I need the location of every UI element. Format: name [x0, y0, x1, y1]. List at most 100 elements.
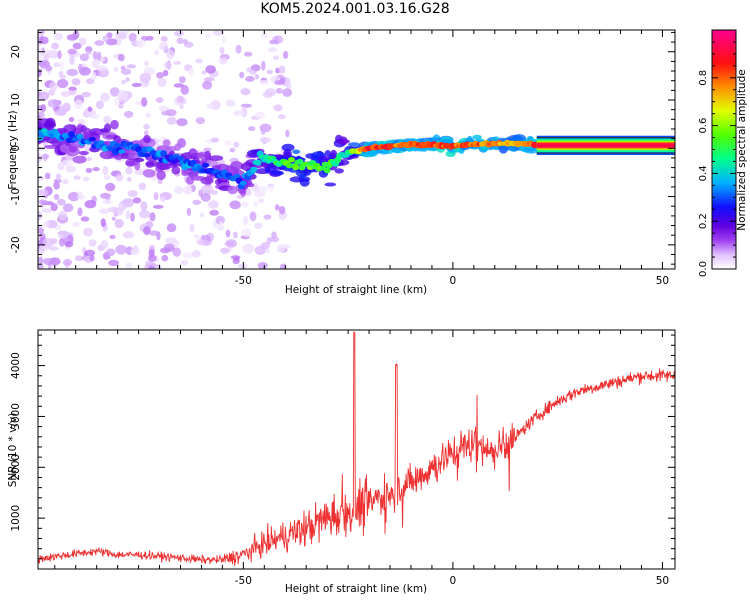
noise-speckle: [253, 201, 258, 207]
noise-speckle: [64, 241, 74, 248]
noise-speckle: [117, 53, 125, 62]
noise-speckle: [267, 47, 277, 53]
noise-speckle: [58, 230, 69, 239]
noise-speckle: [139, 209, 151, 219]
snr-panel: -50 0 50 1000 2000 3000 4000: [10, 329, 676, 587]
noise-speckle: [103, 175, 111, 180]
spectral-blob: [134, 157, 145, 163]
noise-speckle: [130, 212, 135, 222]
noise-speckle: [173, 186, 184, 194]
noise-speckle: [46, 219, 58, 229]
noise-speckle: [203, 147, 212, 153]
noise-speckle: [196, 238, 206, 246]
noise-speckle: [195, 117, 206, 125]
noise-speckle: [210, 137, 220, 143]
noise-speckle: [276, 87, 283, 94]
noise-speckle: [201, 70, 207, 75]
noise-speckle: [140, 201, 148, 211]
noise-speckle: [100, 208, 107, 214]
noise-speckle: [219, 57, 228, 65]
noise-speckle: [212, 30, 225, 36]
spectral-blob: [72, 155, 87, 164]
noise-speckle: [38, 189, 49, 196]
spectral-blob: [334, 168, 344, 174]
noise-speckle: [176, 37, 184, 45]
noise-speckle: [244, 188, 252, 196]
noise-speckle: [145, 35, 154, 41]
spectral-blob: [292, 149, 301, 155]
noise-speckle: [127, 190, 138, 197]
y-tick-label: 1000: [10, 505, 22, 532]
noise-speckle: [128, 32, 137, 42]
noise-speckle: [144, 60, 149, 67]
noise-speckle: [233, 231, 238, 239]
spectrogram-panel: -50 0 50 20 10 0 -10 -20: [10, 29, 676, 287]
ridge-segment: [177, 156, 184, 161]
noise-speckle: [264, 248, 270, 254]
noise-speckle: [235, 44, 242, 54]
noise-speckle: [54, 109, 67, 116]
figure-title: KOM5.2024.001.03.16.G28: [260, 1, 450, 17]
noise-speckle: [257, 262, 268, 269]
noise-speckle: [254, 111, 266, 119]
noise-speckle: [85, 167, 93, 174]
spectrogram-ylabel: Frequency (Hz): [7, 110, 19, 189]
noise-speckle: [125, 166, 133, 175]
noise-speckle: [259, 137, 272, 143]
noise-speckle: [43, 220, 50, 228]
noise-speckle: [250, 64, 261, 72]
noise-speckle: [114, 218, 124, 229]
noise-speckle: [268, 185, 274, 193]
noise-speckle: [257, 185, 268, 194]
noise-speckle: [139, 72, 152, 83]
noise-speckle: [204, 32, 212, 38]
noise-speckle: [101, 239, 109, 250]
y-tick-label: 2000: [10, 454, 22, 481]
noise-speckle: [85, 46, 93, 53]
noise-speckle: [260, 127, 266, 135]
noise-speckle: [62, 259, 73, 266]
noise-speckle: [89, 113, 100, 120]
noise-speckle: [38, 249, 43, 257]
spectral-blob: [181, 170, 189, 176]
noise-speckle: [274, 80, 285, 86]
noise-speckle: [65, 165, 77, 173]
noise-speckle: [72, 30, 80, 40]
noise-speckle: [186, 207, 192, 216]
noise-speckle: [161, 254, 169, 262]
noise-speckle: [164, 61, 172, 69]
noise-speckle: [85, 78, 95, 85]
noise-speckle: [103, 115, 112, 124]
noise-speckle: [50, 203, 58, 212]
noise-speckle: [100, 92, 110, 102]
noise-speckle: [219, 221, 224, 230]
spectral-blob: [162, 139, 171, 147]
noise-speckle: [55, 173, 62, 181]
noise-speckle: [49, 81, 58, 92]
ridge-segment: [288, 157, 295, 163]
noise-speckle: [82, 176, 90, 182]
noise-speckle: [233, 141, 240, 148]
ridge-segment: [292, 164, 300, 171]
spectral-blob: [143, 135, 151, 144]
noise-speckle: [73, 175, 81, 180]
noise-speckle: [240, 88, 251, 96]
ridge-segment: [239, 180, 247, 186]
noise-speckle: [54, 32, 64, 41]
noise-speckle: [156, 72, 164, 79]
noise-speckle: [87, 156, 92, 162]
x-tick-label: 50: [656, 575, 669, 587]
noise-speckle: [72, 221, 81, 227]
noise-speckle: [234, 110, 245, 117]
spectral-blob: [283, 148, 292, 159]
noise-speckle: [111, 216, 116, 221]
spectral-blob: [171, 166, 181, 175]
noise-speckle: [108, 259, 120, 267]
noise-speckle: [241, 201, 249, 208]
ridge-segment: [254, 159, 262, 166]
noise-speckle: [71, 78, 81, 86]
noise-speckle: [271, 231, 277, 239]
noise-speckle: [282, 50, 289, 59]
noise-speckle: [51, 42, 59, 50]
snr-series-line: [38, 331, 675, 566]
